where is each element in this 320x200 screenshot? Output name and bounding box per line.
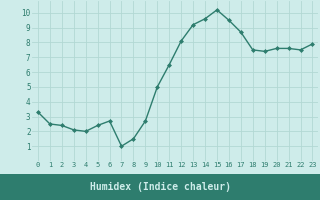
Text: Humidex (Indice chaleur): Humidex (Indice chaleur) [90, 182, 230, 192]
